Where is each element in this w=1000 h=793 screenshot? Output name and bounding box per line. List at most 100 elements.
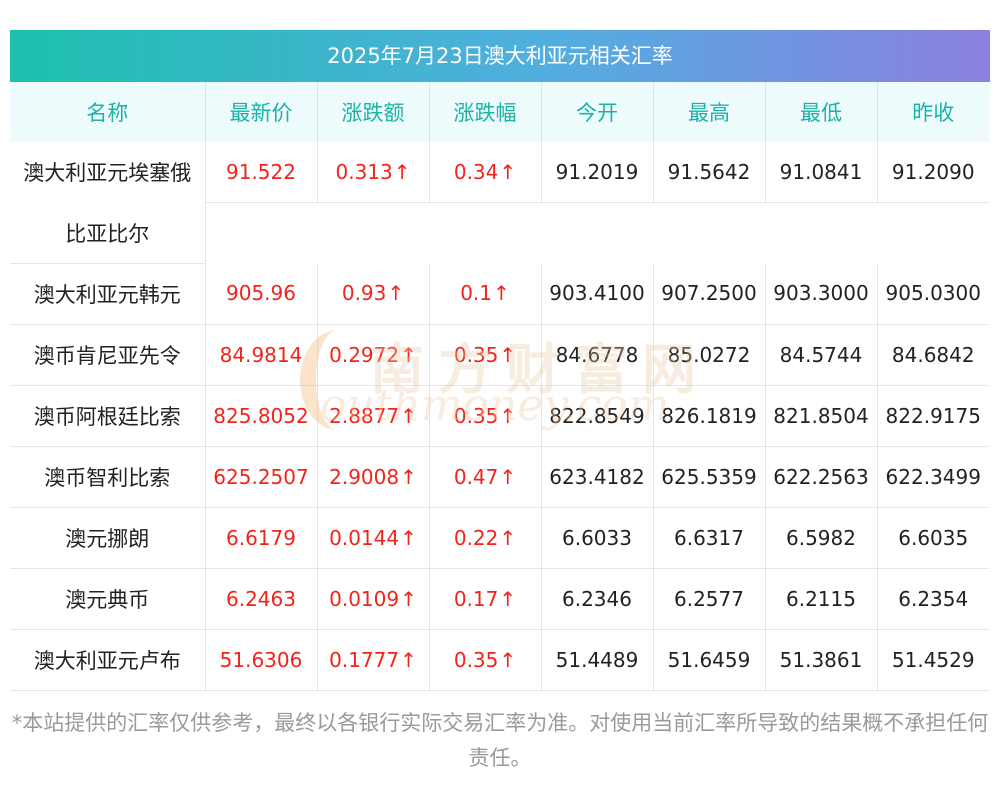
currency-pair-name: 澳大利亚元韩元 — [10, 263, 206, 325]
latest-price-value: 84.9814 — [219, 342, 303, 367]
prev-close: 51.4529 — [877, 629, 989, 691]
prev-close-value: 51.4529 — [891, 647, 975, 672]
latest-price: 905.96 — [205, 263, 318, 325]
change-pct-value: 0.1 — [460, 281, 493, 306]
up-arrow-icon: ↑ — [499, 342, 517, 367]
empty-cell — [205, 202, 989, 263]
high-price-value: 51.6459 — [667, 647, 751, 672]
table-row: 澳币肯尼亚先令 84.9814 0.2972↑ 0.35↑ 84.6778 85.0272… — [10, 324, 989, 386]
low-price: 84.5744 — [765, 324, 878, 386]
prev-close: 905.0300 — [877, 263, 989, 325]
high-price: 6.2577 — [653, 568, 766, 630]
prev-close: 622.3499 — [877, 446, 989, 508]
latest-price-value: 905.96 — [226, 281, 296, 306]
up-arrow-icon: ↑ — [400, 525, 417, 550]
change-pct: 0.1↑ — [429, 263, 542, 325]
column-header-open: 今开 — [541, 82, 654, 142]
change-amount-value: 2.9008 — [329, 464, 400, 489]
high-price-value: 6.6317 — [674, 525, 744, 550]
currency-pair-name: 澳大利亚元卢布 — [10, 629, 206, 691]
latest-price-value: 6.6179 — [226, 525, 296, 550]
open-price-value: 91.2019 — [555, 160, 639, 184]
change-pct: 0.34↑ — [429, 142, 542, 203]
up-arrow-icon: ↑ — [393, 160, 411, 184]
change-amount-value: 0.2972 — [329, 342, 400, 367]
change-amount: 0.0144↑ — [317, 507, 430, 569]
open-price-value: 84.6778 — [555, 342, 639, 367]
low-price-value: 622.2563 — [773, 464, 869, 489]
change-amount: 2.9008↑ — [317, 446, 430, 508]
column-header-change: 涨跌额 — [317, 82, 430, 142]
change-amount: 2.8877↑ — [317, 385, 430, 447]
prev-close-value: 6.6035 — [898, 525, 969, 550]
change-pct-value: 0.22 — [453, 525, 499, 550]
latest-price-value: 625.2507 — [213, 464, 309, 489]
change-pct: 0.47↑ — [429, 446, 542, 508]
change-amount-value: 0.313 — [335, 160, 393, 184]
high-price-value: 6.2577 — [674, 586, 744, 611]
latest-price: 51.6306 — [205, 629, 318, 691]
up-arrow-icon: ↑ — [400, 403, 417, 428]
prev-close: 6.6035 — [877, 507, 989, 569]
column-header-latest: 最新价 — [205, 82, 318, 142]
open-price: 822.8549 — [541, 385, 654, 447]
latest-price: 6.2463 — [205, 568, 318, 630]
change-amount-value: 0.0144 — [329, 525, 400, 550]
prev-close: 84.6842 — [877, 324, 989, 386]
high-price: 6.6317 — [653, 507, 766, 569]
column-header-name: 名称 — [10, 82, 206, 142]
open-price: 51.4489 — [541, 629, 654, 691]
change-pct-value: 0.35 — [453, 403, 499, 428]
prev-close: 6.2354 — [877, 568, 989, 630]
up-arrow-icon: ↑ — [400, 586, 417, 611]
change-amount-value: 0.93 — [341, 281, 387, 306]
low-price: 821.8504 — [765, 385, 878, 447]
high-price: 51.6459 — [653, 629, 766, 691]
latest-price: 6.6179 — [205, 507, 318, 569]
column-header-low: 最低 — [765, 82, 878, 142]
open-price: 6.2346 — [541, 568, 654, 630]
high-price: 826.1819 — [653, 385, 766, 447]
latest-price-value: 51.6306 — [219, 647, 303, 672]
open-price-value: 903.4100 — [549, 281, 645, 306]
open-price: 6.6033 — [541, 507, 654, 569]
open-price: 84.6778 — [541, 324, 654, 386]
change-pct: 0.35↑ — [429, 324, 542, 386]
change-pct: 0.35↑ — [429, 629, 542, 691]
currency-pair-name: 澳币肯尼亚先令 — [10, 324, 206, 386]
change-amount: 0.313↑ — [317, 142, 430, 203]
high-price-value: 91.5642 — [667, 160, 751, 184]
prev-close-value: 91.2090 — [891, 160, 975, 184]
high-price: 907.2500 — [653, 263, 766, 325]
prev-close-value: 84.6842 — [891, 342, 975, 367]
open-price-value: 623.4182 — [549, 464, 645, 489]
prev-close-value: 622.3499 — [885, 464, 981, 489]
open-price-value: 822.8549 — [549, 403, 645, 428]
high-price-value: 907.2500 — [661, 281, 757, 306]
open-price-value: 51.4489 — [555, 647, 639, 672]
table-row: 澳大利亚元埃塞俄 91.522 0.313↑ 0.34↑ 91.2019 91.5642 9… — [10, 142, 989, 203]
latest-price-value: 825.8052 — [213, 403, 309, 428]
table-row: 澳元典币 6.2463 0.0109↑ 0.17↑ 6.2346 6.2577 6.2115… — [10, 568, 989, 630]
change-amount-value: 0.0109 — [329, 586, 400, 611]
up-arrow-icon: ↑ — [499, 464, 517, 489]
currency-pair-name: 澳币阿根廷比索 — [10, 385, 206, 447]
up-arrow-icon: ↑ — [499, 525, 517, 550]
up-arrow-icon: ↑ — [400, 464, 417, 489]
change-amount: 0.0109↑ — [317, 568, 430, 630]
high-price-value: 826.1819 — [661, 403, 757, 428]
change-pct-value: 0.47 — [453, 464, 499, 489]
low-price: 903.3000 — [765, 263, 878, 325]
change-pct-value: 0.17 — [453, 586, 499, 611]
high-price-value: 625.5359 — [661, 464, 757, 489]
currency-pair-name: 澳元典币 — [10, 568, 206, 630]
page-title: 2025年7月23日澳大利亚元相关汇率 — [10, 30, 990, 82]
high-price: 625.5359 — [653, 446, 766, 508]
low-price-value: 903.3000 — [773, 281, 869, 306]
up-arrow-icon: ↑ — [499, 403, 517, 428]
low-price-value: 51.3861 — [779, 647, 863, 672]
disclaimer: *本站提供的汇率仅供参考，最终以各银行实际交易汇率为准。对使用当前汇率所导致的结… — [11, 711, 989, 770]
table-header-row: 名称 最新价 涨跌额 涨跌幅 今开 最高 最低 昨收 — [10, 82, 989, 142]
up-arrow-icon: ↑ — [499, 160, 517, 184]
change-pct: 0.22↑ — [429, 507, 542, 569]
